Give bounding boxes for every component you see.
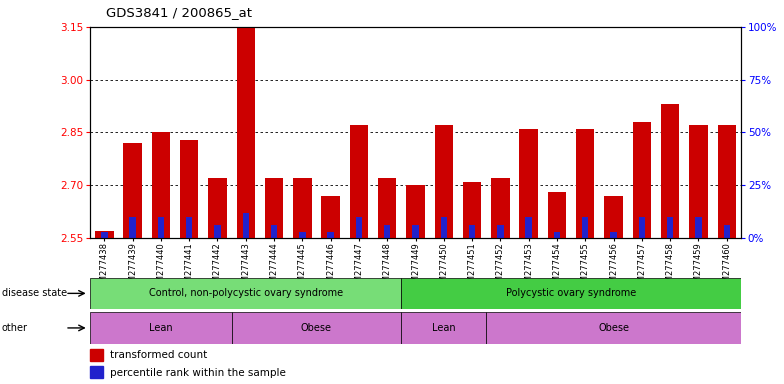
Bar (486, 312, 741, 344)
Bar (299, 232, 306, 238)
Bar (667, 217, 673, 238)
Bar (186, 217, 192, 238)
Bar (611, 232, 617, 238)
Bar (95, 231, 114, 238)
Bar (633, 122, 651, 238)
Bar (441, 217, 447, 238)
Bar (548, 192, 566, 238)
Bar (520, 129, 538, 238)
Text: Control, non-polycystic ovary syndrome: Control, non-polycystic ovary syndrome (149, 288, 343, 298)
Bar (356, 217, 362, 238)
Bar (328, 232, 334, 238)
Text: GDS3841 / 200865_at: GDS3841 / 200865_at (106, 6, 252, 19)
Bar (582, 217, 589, 238)
Bar (554, 232, 561, 238)
Bar (214, 225, 220, 238)
Text: Polycystic ovary syndrome: Polycystic ovary syndrome (506, 288, 637, 298)
Bar (90, 312, 231, 344)
Bar (293, 178, 311, 238)
Text: Obese: Obese (301, 323, 332, 333)
Bar (406, 185, 425, 238)
Text: transformed count: transformed count (110, 350, 207, 360)
Bar (689, 126, 708, 238)
Bar (270, 225, 278, 238)
Bar (180, 139, 198, 238)
Text: Obese: Obese (598, 323, 629, 333)
Bar (265, 178, 283, 238)
Bar (525, 217, 532, 238)
Text: other: other (2, 323, 27, 333)
Bar (90, 349, 103, 361)
Text: percentile rank within the sample: percentile rank within the sample (110, 367, 285, 377)
Bar (717, 126, 736, 238)
Bar (158, 217, 164, 238)
Text: Lean: Lean (432, 323, 456, 333)
Bar (497, 225, 503, 238)
Bar (378, 178, 397, 238)
Bar (412, 225, 419, 238)
Bar (242, 213, 249, 238)
Bar (576, 129, 594, 238)
Bar (209, 178, 227, 238)
Bar (123, 143, 142, 238)
Bar (401, 278, 741, 309)
Text: disease state: disease state (2, 288, 67, 298)
Bar (434, 126, 453, 238)
Bar (639, 217, 645, 238)
Bar (231, 312, 401, 344)
Bar (90, 366, 103, 379)
Bar (151, 132, 170, 238)
Bar (401, 312, 486, 344)
Bar (237, 6, 255, 238)
Bar (661, 104, 680, 238)
Bar (90, 278, 401, 309)
Text: Lean: Lean (149, 323, 172, 333)
Bar (101, 232, 107, 238)
Bar (724, 225, 730, 238)
Bar (350, 126, 368, 238)
Bar (492, 178, 510, 238)
Bar (321, 196, 339, 238)
Bar (384, 225, 390, 238)
Bar (463, 182, 481, 238)
Bar (469, 225, 475, 238)
Bar (695, 217, 702, 238)
Bar (129, 217, 136, 238)
Bar (604, 196, 622, 238)
